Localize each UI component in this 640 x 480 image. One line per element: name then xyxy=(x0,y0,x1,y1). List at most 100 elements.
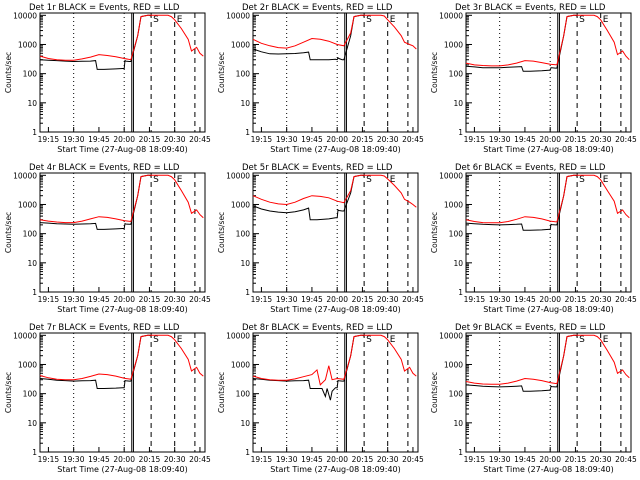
x-tick-label: 20:30 xyxy=(164,135,186,144)
y-tick-label: 100 xyxy=(449,230,464,239)
y-tick-label: 1 xyxy=(32,128,37,137)
plot-frame xyxy=(465,172,632,293)
marker-label: E xyxy=(603,175,609,185)
y-tick-label: 1000 xyxy=(444,200,463,209)
x-axis-label: Start Time (27-Aug-08 18:09:40) xyxy=(483,145,614,154)
y-tick-label: 1000 xyxy=(444,360,463,369)
x-tick-label: 20:30 xyxy=(590,455,612,464)
y-axis-label: Counts/sec xyxy=(217,52,226,93)
detector-chart-9: Det 9r BLACK = Events, RED = LLD 1 10 100 10… xyxy=(430,323,637,474)
chart-title: Det 9r BLACK = Events, RED = LLD xyxy=(455,323,606,333)
y-tick-label: 1 xyxy=(458,128,463,137)
y-axis-label: Counts/sec xyxy=(430,212,439,253)
y-tick-label: 10000 xyxy=(13,331,37,340)
series-line-events xyxy=(252,174,365,221)
series-line-lld xyxy=(465,174,630,224)
y-tick-label: 100 xyxy=(236,70,251,79)
x-tick-label: 19:45 xyxy=(514,455,536,464)
x-tick-label: 19:15 xyxy=(38,455,60,464)
y-tick-label: 10 xyxy=(240,419,250,428)
x-tick-label: 20:15 xyxy=(139,455,161,464)
y-axis-label: Counts/sec xyxy=(430,372,439,413)
x-tick-label: 20:15 xyxy=(565,135,587,144)
chart-title: Det 2r BLACK = Events, RED = LLD xyxy=(242,3,393,13)
x-tick-label: 19:45 xyxy=(301,295,323,304)
series-line-events xyxy=(39,174,152,230)
x-axis-label: Start Time (27-Aug-08 18:09:40) xyxy=(57,145,188,154)
marker-label: S xyxy=(366,335,372,345)
series-line-events xyxy=(465,174,578,231)
y-tick-label: 10 xyxy=(27,259,37,268)
y-tick-label: 1000 xyxy=(18,200,37,209)
x-tick-label: 19:15 xyxy=(251,135,273,144)
x-tick-label: 19:15 xyxy=(38,135,60,144)
series-line-lld xyxy=(465,334,630,385)
y-tick-label: 1000 xyxy=(18,40,37,49)
y-tick-label: 10 xyxy=(27,99,37,108)
marker-label: E xyxy=(177,335,183,345)
marker-label: E xyxy=(177,175,183,185)
series-line-events xyxy=(465,334,578,392)
detector-chart-5: Det 5r BLACK = Events, RED = LLD 1 10 100 10… xyxy=(217,163,424,314)
series-line-events xyxy=(465,14,578,72)
marker-label: S xyxy=(579,335,585,345)
y-tick-label: 100 xyxy=(236,230,251,239)
x-tick-label: 19:30 xyxy=(63,135,85,144)
y-tick-label: 1 xyxy=(32,448,37,457)
x-tick-label: 20:45 xyxy=(189,295,211,304)
x-tick-label: 20:00 xyxy=(326,455,348,464)
x-tick-label: 19:30 xyxy=(276,135,298,144)
marker-label: S xyxy=(366,15,372,25)
x-tick-label: 19:15 xyxy=(38,295,60,304)
detector-chart-4: Det 4r BLACK = Events, RED = LLD 1 10 100 10… xyxy=(4,163,211,314)
series-line-lld xyxy=(39,14,204,61)
y-axis-label: Counts/sec xyxy=(4,372,13,413)
x-tick-label: 19:45 xyxy=(88,295,110,304)
series-line-lld xyxy=(465,14,630,67)
marker-label: E xyxy=(390,335,396,345)
x-tick-label: 20:45 xyxy=(402,295,424,304)
series-line-lld xyxy=(39,174,204,224)
y-tick-label: 1 xyxy=(458,288,463,297)
x-tick-label: 20:30 xyxy=(164,295,186,304)
y-tick-label: 10 xyxy=(240,259,250,268)
plot-frame xyxy=(252,332,419,453)
x-tick-label: 19:15 xyxy=(251,295,273,304)
plot-frame xyxy=(39,332,206,453)
x-tick-label: 19:30 xyxy=(63,455,85,464)
y-tick-label: 1000 xyxy=(444,40,463,49)
x-tick-label: 20:00 xyxy=(113,135,135,144)
marker-label: S xyxy=(153,175,159,185)
x-axis-label: Start Time (27-Aug-08 18:09:40) xyxy=(270,145,401,154)
marker-label: S xyxy=(366,175,372,185)
y-tick-label: 100 xyxy=(23,70,38,79)
x-tick-label: 19:45 xyxy=(301,135,323,144)
detector-chart-7: Det 7r BLACK = Events, RED = LLD 1 10 100 10… xyxy=(4,323,211,474)
x-tick-label: 19:30 xyxy=(276,295,298,304)
series-line-events xyxy=(39,334,152,389)
y-tick-label: 1 xyxy=(245,128,250,137)
y-tick-label: 10 xyxy=(240,99,250,108)
marker-label: E xyxy=(390,175,396,185)
x-tick-label: 20:15 xyxy=(352,135,374,144)
detector-chart-8: Det 8r BLACK = Events, RED = LLD 1 10 100 10… xyxy=(217,323,424,474)
marker-label: S xyxy=(153,15,159,25)
x-tick-label: 19:45 xyxy=(514,295,536,304)
series-line-events xyxy=(39,14,152,70)
plot-frame xyxy=(39,12,206,133)
y-tick-label: 1000 xyxy=(231,360,250,369)
plot-frame xyxy=(252,12,419,133)
y-tick-label: 1000 xyxy=(18,360,37,369)
y-tick-label: 1 xyxy=(245,448,250,457)
x-tick-label: 19:45 xyxy=(88,455,110,464)
detector-chart-1: Det 1r BLACK = Events, RED = LLD 1 10 100 10… xyxy=(4,3,211,154)
y-tick-label: 10 xyxy=(453,99,463,108)
y-tick-label: 10000 xyxy=(226,331,250,340)
plot-frame xyxy=(252,172,419,293)
x-tick-label: 20:00 xyxy=(113,455,135,464)
y-tick-label: 10000 xyxy=(13,171,37,180)
x-tick-label: 20:00 xyxy=(539,135,561,144)
x-tick-label: 20:45 xyxy=(402,135,424,144)
marker-label: S xyxy=(153,335,159,345)
